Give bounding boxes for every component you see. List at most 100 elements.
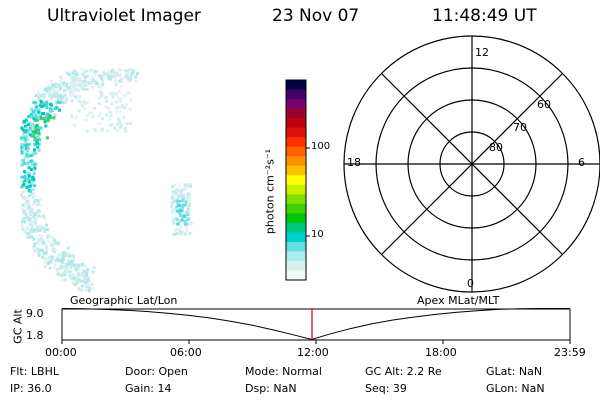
aurora-pixel bbox=[48, 86, 52, 90]
aurora-pixel bbox=[47, 239, 51, 243]
aurora-pixel bbox=[22, 120, 26, 124]
aurora-pixel bbox=[52, 92, 56, 96]
aurora-pixel bbox=[47, 257, 51, 261]
aurora-pixel bbox=[29, 107, 33, 111]
aurora-pixel bbox=[78, 267, 82, 271]
aurora-pixel bbox=[48, 91, 52, 95]
aurora-pixel bbox=[49, 103, 53, 107]
aurora-pixel bbox=[68, 254, 72, 258]
aurora-pixel bbox=[116, 94, 119, 98]
lat-label-60: 60 bbox=[537, 98, 551, 111]
aurora-pixel bbox=[35, 105, 39, 109]
aurora-pixel bbox=[31, 202, 35, 206]
aurora-pixel bbox=[29, 122, 33, 126]
aurora-pixel bbox=[32, 100, 36, 104]
aurora-pixel bbox=[116, 122, 120, 126]
aurora-pixel bbox=[27, 114, 31, 118]
glon-info: GLon: NaN bbox=[486, 382, 545, 395]
aurora-pixel bbox=[31, 151, 35, 155]
aurora-pixel bbox=[117, 117, 121, 121]
colorbar-tick-10: 10 bbox=[311, 229, 324, 240]
aurora-pixel bbox=[99, 86, 103, 90]
x-tick-2359: 23:59 bbox=[554, 346, 586, 359]
aurora-pixel bbox=[76, 77, 80, 81]
aurora-pixel bbox=[35, 216, 39, 220]
aurora-pixel bbox=[32, 110, 35, 114]
aurora-pixel bbox=[59, 87, 62, 91]
aurora-pixel bbox=[42, 112, 45, 116]
aurora-pixel bbox=[74, 95, 78, 99]
aurora-pixel bbox=[42, 95, 46, 99]
aurora-pixel bbox=[115, 100, 119, 104]
aurora-pixel bbox=[50, 256, 54, 260]
aurora-pixel bbox=[108, 110, 112, 114]
aurora-pixel bbox=[39, 116, 43, 120]
aurora-pixel bbox=[21, 190, 25, 194]
aurora-pixel bbox=[102, 75, 106, 79]
aurora-pixel bbox=[25, 144, 28, 148]
aurora-pixel bbox=[28, 205, 31, 209]
aurora-pixel bbox=[63, 93, 67, 97]
colorbar-cell bbox=[286, 108, 306, 119]
aurora-pixel bbox=[111, 69, 115, 72]
aurora-pixel bbox=[109, 114, 113, 118]
aurora-pixel bbox=[31, 153, 35, 157]
aurora-pixel bbox=[180, 230, 184, 234]
colorbar-cell bbox=[286, 118, 306, 129]
geo-latlon-title: Geographic Lat/Lon bbox=[70, 294, 178, 307]
aurora-pixel bbox=[39, 114, 42, 118]
aurora-pixel bbox=[80, 284, 84, 288]
aurora-pixel bbox=[136, 72, 139, 76]
aurora-pixel bbox=[34, 247, 37, 251]
aurora-pixel bbox=[87, 81, 91, 85]
aurora-pixel bbox=[63, 83, 67, 87]
aurora-pixel bbox=[32, 237, 36, 241]
aurora-pixel bbox=[31, 160, 35, 164]
aurora-pixel bbox=[34, 249, 38, 253]
aurora-pixel bbox=[42, 214, 46, 218]
aurora-pixel bbox=[29, 115, 33, 119]
aurora-pixel bbox=[44, 103, 48, 106]
aurora-pixel bbox=[113, 79, 116, 83]
aurora-pixel bbox=[65, 84, 69, 88]
colorbar-cell bbox=[286, 184, 306, 195]
aurora-pixel bbox=[72, 88, 76, 92]
aurora-pixel bbox=[175, 217, 179, 221]
aurora-pixel bbox=[36, 210, 40, 214]
aurora-pixel bbox=[67, 270, 71, 274]
aurora-pixel bbox=[116, 128, 120, 132]
aurora-pixel bbox=[171, 201, 175, 205]
aurora-pixel bbox=[80, 262, 84, 266]
aurora-pixel bbox=[48, 266, 52, 270]
aurora-pixel bbox=[185, 229, 189, 232]
aurora-pixel bbox=[125, 69, 129, 73]
aurora-pixel bbox=[183, 223, 187, 226]
aurora-pixel bbox=[26, 212, 30, 216]
aurora-pixel bbox=[57, 255, 61, 259]
aurora-pixel bbox=[86, 267, 90, 271]
aurora-pixel bbox=[34, 222, 38, 226]
aurora-pixel bbox=[29, 228, 33, 232]
aurora-pixel bbox=[134, 75, 138, 79]
aurora-pixel bbox=[69, 265, 73, 269]
aurora-pixel bbox=[134, 79, 138, 83]
aurora-pixel bbox=[185, 210, 189, 214]
aurora-pixel bbox=[56, 256, 60, 260]
filter-info: Flt: LBHL bbox=[10, 365, 59, 378]
aurora-pixel bbox=[113, 126, 117, 130]
aurora-pixel bbox=[83, 70, 87, 74]
aurora-pixel bbox=[42, 104, 46, 108]
mlt-label-6: 6 bbox=[578, 156, 585, 169]
aurora-pixel bbox=[22, 183, 26, 187]
aurora-pixel bbox=[31, 188, 35, 192]
aurora-pixel bbox=[92, 106, 96, 110]
aurora-pixel bbox=[183, 220, 187, 224]
aurora-pixel bbox=[172, 232, 176, 236]
aurora-pixel bbox=[186, 183, 190, 187]
aurora-pixel bbox=[60, 97, 64, 100]
aurora-pixel bbox=[107, 75, 111, 79]
aurora-pixel bbox=[21, 203, 25, 207]
aurora-pixel bbox=[93, 79, 97, 83]
aurora-pixel bbox=[68, 88, 72, 92]
aurora-pixel bbox=[91, 286, 95, 290]
